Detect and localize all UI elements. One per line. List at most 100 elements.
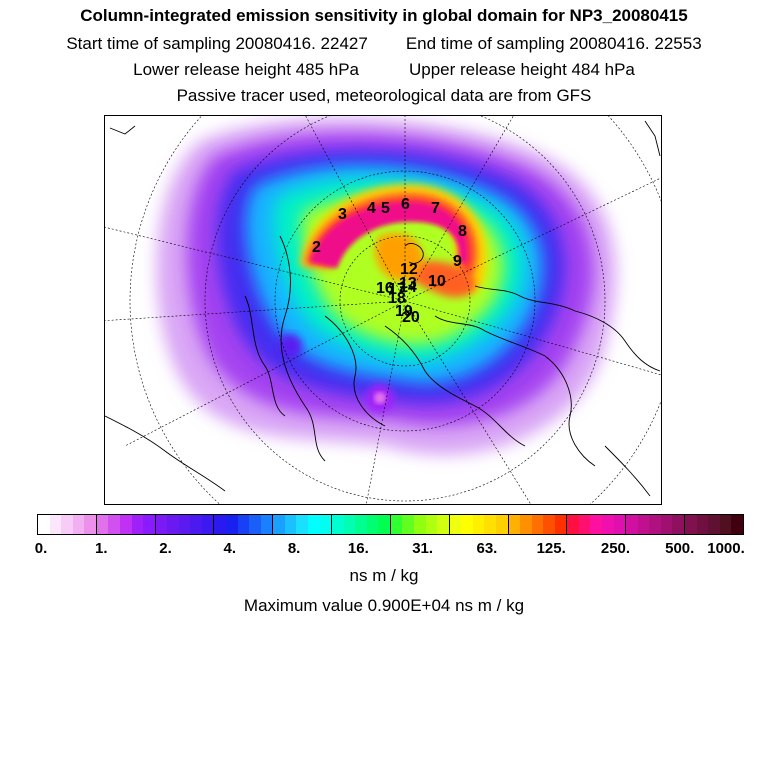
tracer-note: Passive tracer used, meteorological data… bbox=[176, 86, 592, 105]
trajectory-point-labels: 2 3 4 5 6 7 8 9 10 12 13 14 16 17 18 19 … bbox=[312, 196, 467, 326]
maximum-value: Maximum value 0.900E+04 ns m / kg bbox=[243, 596, 525, 615]
sampling-time-line: Start time of sampling 20080416. 22427 En… bbox=[0, 34, 768, 54]
colorbar-cell bbox=[637, 515, 650, 534]
colorbar-cell bbox=[495, 515, 509, 534]
colorbar-cell bbox=[49, 515, 62, 534]
colorbar-cell bbox=[61, 515, 73, 534]
start-time: Start time of sampling 20080416. 22427 bbox=[66, 34, 368, 53]
coastlines bbox=[105, 120, 661, 497]
colorbar-cell bbox=[378, 515, 391, 534]
point-label: 20 bbox=[402, 309, 420, 326]
colorbar-cell bbox=[96, 515, 109, 534]
colorbar-cell bbox=[366, 515, 379, 534]
colorbar-cell bbox=[472, 515, 485, 534]
colorbar-cell bbox=[708, 515, 720, 534]
colorbar-cell bbox=[660, 515, 673, 534]
point-label: 12 bbox=[400, 261, 418, 278]
colorbar-cell bbox=[696, 515, 709, 534]
colorbar-cell bbox=[273, 515, 285, 534]
colorbar-cell bbox=[355, 515, 367, 534]
colorbar-tick-label: 2. bbox=[159, 540, 172, 557]
colorbar-cell bbox=[508, 515, 521, 534]
colorbar-cell bbox=[484, 515, 496, 534]
colorbar-cell bbox=[402, 515, 414, 534]
colorbar-cell bbox=[461, 515, 473, 534]
point-label: 13 bbox=[399, 275, 417, 292]
sensitivity-map: 2 3 4 5 6 7 8 9 10 12 13 14 16 17 18 19 … bbox=[105, 116, 661, 504]
colorbar-cell bbox=[84, 515, 97, 534]
upper-release-height: Upper release height 484 hPa bbox=[409, 60, 635, 79]
colorbar-tick-label: 0. bbox=[34, 540, 48, 557]
lower-release-height: Lower release height 485 hPa bbox=[133, 60, 359, 79]
point-label: 18 bbox=[388, 290, 406, 307]
colorbar-cell bbox=[613, 515, 627, 534]
colorbar-tick-label: 1. bbox=[95, 540, 108, 557]
colorbar-tick-label: 4. bbox=[223, 540, 237, 557]
colorbar-tick-label: 16. bbox=[347, 540, 369, 557]
colorbar-tick-label: 8. bbox=[287, 540, 301, 557]
colorbar-cell bbox=[119, 515, 132, 534]
colorbar-cell bbox=[72, 515, 85, 534]
colorbar-cell bbox=[178, 515, 191, 534]
colorbar-cell bbox=[332, 515, 344, 534]
point-label: 6 bbox=[401, 196, 410, 213]
colorbar-cell bbox=[284, 515, 297, 534]
colorbar-cell bbox=[108, 515, 120, 534]
colorbar-cell bbox=[567, 515, 579, 534]
colorbar-cell bbox=[167, 515, 179, 534]
colorbar-cell bbox=[731, 515, 743, 534]
colorbar-units: ns m / kg bbox=[349, 566, 419, 585]
colorbar-tick-label: 31. bbox=[412, 540, 434, 557]
colorbar-cell bbox=[143, 515, 156, 534]
colorbar-tick-label: 125. bbox=[536, 540, 566, 557]
colorbar-cell bbox=[214, 515, 226, 534]
point-label: 7 bbox=[431, 200, 440, 217]
colorbar-cell bbox=[226, 515, 238, 534]
colorbar-cell bbox=[578, 515, 591, 534]
colorbar-cell bbox=[554, 515, 568, 534]
colorbar-tick-label: 63. bbox=[476, 540, 498, 557]
point-label: 10 bbox=[428, 273, 446, 290]
colorbar-cell bbox=[672, 515, 685, 534]
colorbar-cell bbox=[38, 515, 50, 534]
colorbar-cell bbox=[449, 515, 462, 534]
colorbar-tick-label: 250. bbox=[600, 540, 631, 557]
colorbar-cell bbox=[425, 515, 438, 534]
point-label: 8 bbox=[458, 223, 467, 240]
colorbar-cell bbox=[319, 515, 333, 534]
colorbar-cell bbox=[437, 515, 450, 534]
colorbar-cell bbox=[296, 515, 308, 534]
colorbar-cell bbox=[719, 515, 732, 534]
colorbar-tick-label: 1000. bbox=[707, 540, 745, 557]
point-label: 9 bbox=[453, 253, 462, 270]
colorbar-cell bbox=[684, 515, 697, 534]
colorbar-cell bbox=[155, 515, 168, 534]
colorbar-cell bbox=[237, 515, 250, 534]
point-label: 2 bbox=[312, 239, 321, 256]
colorbar-tick-label: 500. bbox=[665, 540, 695, 557]
point-label: 4 bbox=[367, 200, 376, 217]
colorbar-cell bbox=[649, 515, 661, 534]
colorbar-cell bbox=[343, 515, 356, 534]
point-label: 3 bbox=[338, 206, 347, 223]
colorbar-cell bbox=[260, 515, 274, 534]
colorbar-cell bbox=[626, 515, 638, 534]
colorbar bbox=[37, 514, 744, 535]
end-time: End time of sampling 20080416. 22553 bbox=[405, 34, 702, 53]
colorbar-cell bbox=[590, 515, 602, 534]
point-label: 5 bbox=[381, 200, 390, 217]
release-height-line: Lower release height 485 hPa Upper releas… bbox=[0, 60, 768, 80]
point-label: 14 bbox=[399, 279, 417, 296]
emission-sensitivity-field bbox=[156, 118, 617, 455]
colorbar-cell bbox=[249, 515, 261, 534]
point-label: 19 bbox=[395, 303, 413, 320]
colorbar-cell bbox=[390, 515, 403, 534]
point-label: 16 bbox=[376, 280, 394, 297]
colorbar-cell bbox=[543, 515, 555, 534]
point-label: 17 bbox=[388, 281, 406, 298]
colorbar-cell bbox=[414, 515, 426, 534]
colorbar-cell bbox=[190, 515, 202, 534]
map-panel: 2 3 4 5 6 7 8 9 10 12 13 14 16 17 18 19 … bbox=[104, 115, 662, 505]
colorbar-cell bbox=[602, 515, 614, 534]
figure-title: Column-integrated emission sensitivity i… bbox=[80, 6, 688, 25]
